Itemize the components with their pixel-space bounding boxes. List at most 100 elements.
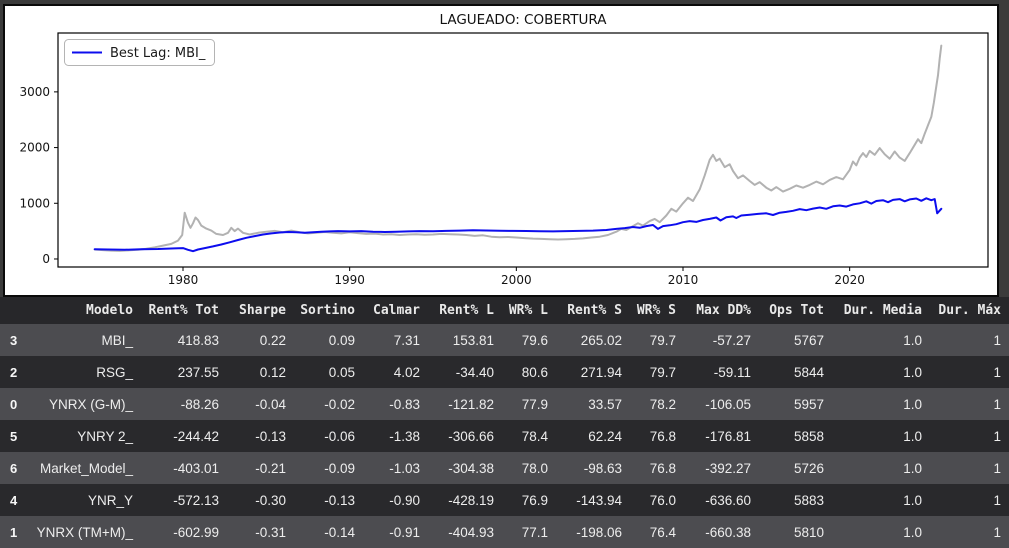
table-cell: -403.01 [173, 460, 219, 476]
x-tick-label: 2020 [834, 273, 865, 287]
y-tick-label: 3000 [19, 85, 50, 99]
table-cell: 76.9 [521, 492, 548, 508]
table-cell: -0.13 [255, 428, 286, 444]
table-cell: -121.82 [448, 396, 494, 412]
table-cell: 1.0 [903, 460, 922, 476]
table-row: 2 RSG_ 237.55 0.12 0.05 4.02 -34.40 80.6 271.94 7… [0, 356, 1009, 388]
plot-area: 1980 1990 2000 2010 2020 0 1000 2000 3000 [19, 32, 989, 287]
table-cell: 271.94 [580, 364, 622, 380]
table-cell: 1.0 [903, 396, 922, 412]
column-header: Max DD% [696, 303, 751, 318]
table-cell: 77.9 [521, 396, 548, 412]
table-cell: -143.94 [576, 492, 622, 508]
table-cell: 0.09 [328, 332, 355, 348]
table-cell: 5726 [793, 460, 824, 476]
table-cell: 78.4 [521, 428, 548, 444]
table-cell: 1 [993, 524, 1001, 540]
table-row: 4 YNR_Y -572.13 -0.30 -0.13 -0.90 -428.19 76.9 -… [0, 484, 1009, 516]
table-cell: -0.90 [389, 492, 420, 508]
table-cell: -636.60 [705, 492, 751, 508]
table-cell: 5858 [793, 428, 824, 444]
index-column-header [0, 297, 26, 324]
column-header: Sharpe [239, 303, 286, 318]
table-cell: 7.31 [393, 332, 420, 348]
equity-curve-figure: LAGUEADO: COBERTURA 1980 1990 2000 2010 2020… [3, 4, 999, 297]
table-cell: 1.0 [903, 524, 922, 540]
table-cell: -176.81 [705, 428, 751, 444]
table-cell: -404.93 [448, 524, 494, 540]
chart-title: LAGUEADO: COBERTURA [440, 12, 608, 28]
table-cell: -244.42 [173, 428, 219, 444]
table-cell: 76.0 [649, 492, 676, 508]
table-cell: -88.26 [180, 396, 219, 412]
table-cell: 0.05 [328, 364, 355, 380]
x-tick-label: 2010 [668, 273, 699, 287]
table-row: 1 YNRX (TM+M)_ -602.99 -0.31 -0.14 -0.91 -404.… [0, 516, 1009, 548]
x-tick-label: 1990 [334, 273, 365, 287]
table-cell: -0.09 [324, 460, 355, 476]
column-header: Dur. Máx [938, 303, 1001, 318]
y-tick-label: 0 [42, 252, 50, 266]
y-tick-label: 2000 [19, 141, 50, 155]
table-cell: 1 [993, 460, 1001, 476]
table-cell: -0.02 [324, 396, 355, 412]
x-tick-label: 2000 [501, 273, 532, 287]
table-cell: -0.30 [255, 492, 286, 508]
table-cell: 76.8 [649, 428, 676, 444]
table-cell: -98.63 [583, 460, 622, 476]
table-cell: 1 [993, 364, 1001, 380]
row-index: 3 [10, 332, 18, 348]
table-cell: -304.38 [448, 460, 494, 476]
table-row: 3 MBI_ 418.83 0.22 0.09 7.31 153.81 79.6 265.02 7… [0, 324, 1009, 356]
table-cell: -0.14 [324, 524, 355, 540]
series-line-1 [93, 197, 943, 253]
model-name-cell: YNR_Y [87, 492, 133, 508]
chart-legend: Best Lag: MBI_ [64, 39, 215, 66]
table-cell: 5957 [793, 396, 824, 412]
table-cell: 5883 [793, 492, 824, 508]
table-cell: 79.7 [649, 364, 676, 380]
table-row: 5 YNRY 2_ -244.42 -0.13 -0.06 -1.38 -306.66 78.… [0, 420, 1009, 452]
table-cell: 62.24 [588, 428, 622, 444]
table-cell: 80.6 [521, 364, 548, 380]
row-index: 6 [10, 460, 18, 476]
table-cell: -0.31 [255, 524, 286, 540]
table-cell: 0.12 [259, 364, 286, 380]
models-stats-table-wrap: Modelo Rent% Tot Sharpe Sortino Calmar Rent% … [0, 297, 1009, 548]
table-cell: -0.13 [324, 492, 355, 508]
table-cell: 76.8 [649, 460, 676, 476]
series-line-0 [93, 44, 943, 252]
table-cell: 1 [993, 332, 1001, 348]
row-index: 0 [10, 396, 18, 412]
column-header: WR% S [636, 303, 676, 318]
table-cell: -660.38 [705, 524, 751, 540]
table-cell: -106.05 [705, 396, 751, 412]
column-header: Ops Tot [769, 303, 824, 318]
column-header: WR% L [508, 303, 548, 318]
table-cell: 1 [993, 396, 1001, 412]
table-cell: 0.22 [259, 332, 286, 348]
table-cell: 1 [993, 428, 1001, 444]
table-cell: 79.7 [649, 332, 676, 348]
table-header-row: Modelo Rent% Tot Sharpe Sortino Calmar Rent% … [0, 297, 1009, 324]
column-header: Rent% Tot [148, 303, 219, 318]
table-cell: -57.27 [712, 332, 751, 348]
row-index: 2 [10, 364, 18, 380]
legend-box [64, 39, 215, 66]
table-cell: 1.0 [903, 364, 922, 380]
table-cell: 5844 [793, 364, 824, 380]
column-header: Sortino [300, 303, 355, 318]
table-cell: -34.40 [455, 364, 494, 380]
table-cell: 237.55 [177, 364, 219, 380]
table-cell: 4.02 [393, 364, 420, 380]
model-name-cell: RSG_ [96, 364, 133, 380]
table-cell: 418.83 [177, 332, 219, 348]
column-header: Rent% S [567, 303, 622, 318]
table-cell: -572.13 [173, 492, 219, 508]
column-header: Modelo [86, 303, 133, 318]
model-name-cell: YNRX (G-M)_ [49, 396, 133, 412]
table-cell: 5767 [793, 332, 824, 348]
table-cell: 33.57 [588, 396, 622, 412]
model-name-cell: YNRY 2_ [77, 428, 133, 444]
